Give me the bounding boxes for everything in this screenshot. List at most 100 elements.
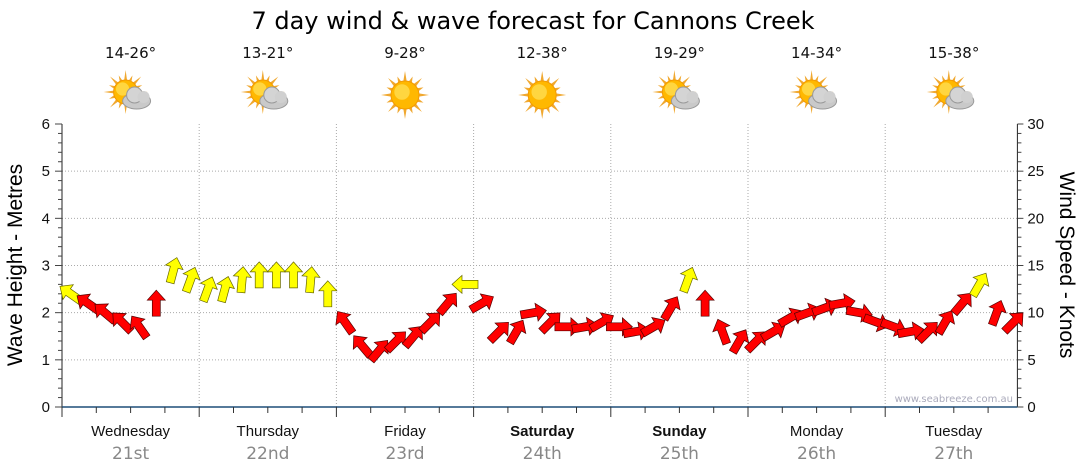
wind-arrow xyxy=(401,325,423,350)
sun-ray xyxy=(932,85,939,89)
wind-arrow xyxy=(712,318,731,346)
temperature-range: 15-38° xyxy=(928,44,979,62)
sun-highlight xyxy=(802,82,816,96)
wind-arrow xyxy=(232,266,253,294)
sun-ray xyxy=(554,87,561,92)
day-name: Wednesday xyxy=(91,423,170,440)
watermark[interactable]: www.seabreeze.com.au xyxy=(895,394,1013,405)
sun-ray xyxy=(545,76,550,83)
sun-ray xyxy=(926,90,937,94)
sun-ray xyxy=(556,93,567,97)
wind-arrow xyxy=(622,321,650,341)
day-date: 27th xyxy=(934,444,973,464)
sun-highlight xyxy=(664,82,679,96)
wind-arrow xyxy=(146,289,167,317)
right-axis-label: Wind Speed - Knots xyxy=(1055,172,1078,359)
sun-ray xyxy=(397,76,402,83)
sun-ray xyxy=(110,99,119,108)
wind-arrow xyxy=(934,310,955,336)
sun-ray xyxy=(941,75,946,82)
sun-ray xyxy=(403,108,407,119)
day-date: 26th xyxy=(797,444,836,464)
wind-arrow xyxy=(199,276,218,304)
day-wednesday: 14-26° Wednesday 21st xyxy=(91,44,170,464)
sun-ray xyxy=(789,90,800,94)
wind-arrow xyxy=(301,266,321,294)
day-name: Monday xyxy=(790,423,844,440)
sun-ray xyxy=(118,75,123,82)
sun-highlight xyxy=(939,82,953,96)
day-date: 21st xyxy=(112,444,149,464)
wind-arrow xyxy=(950,292,972,317)
wind-arrow xyxy=(896,321,925,341)
wind-arrow xyxy=(335,311,357,336)
sun-ray xyxy=(108,85,116,89)
wind-arrow xyxy=(181,266,201,294)
wind-arrow xyxy=(519,302,547,322)
sun-ray xyxy=(545,107,550,114)
day-tuesday: 15-38° Tuesday 27th xyxy=(925,44,982,464)
day-monday: 14-34° Monday 26th xyxy=(789,44,844,464)
left-axis-label: Wave Height - Metres xyxy=(4,164,27,366)
temperature-range: 13-21° xyxy=(242,44,293,62)
grid xyxy=(62,124,1018,407)
sun-ray xyxy=(103,90,114,94)
temperature-range: 12-38° xyxy=(517,44,568,62)
sun-ray xyxy=(550,78,560,87)
sun-ray xyxy=(261,70,265,81)
left-tick-label: 5 xyxy=(42,163,50,180)
sun-ray xyxy=(933,99,942,108)
day-friday: 9-28° Friday 23rd xyxy=(381,44,429,464)
sun-ray xyxy=(247,99,256,108)
sun-ray xyxy=(525,103,534,112)
sun-ray xyxy=(657,95,664,99)
sun-ray xyxy=(819,76,828,85)
wind-arrow xyxy=(506,319,527,346)
temperature-range: 9-28° xyxy=(384,44,426,62)
wind-arrow xyxy=(249,261,269,289)
cloud-puff xyxy=(137,91,150,103)
sun-ray xyxy=(118,102,123,109)
partly-cloudy-icon xyxy=(240,70,289,114)
sun-ray xyxy=(523,98,531,103)
wind-arrow xyxy=(468,293,494,314)
sun-ray xyxy=(672,70,676,81)
sun-ray xyxy=(266,75,270,82)
wind-arrow xyxy=(283,261,304,289)
right-tick-label: 0 xyxy=(1027,399,1035,416)
sun-ray xyxy=(941,102,946,109)
sun-ray xyxy=(255,75,260,82)
sun-ray xyxy=(386,98,393,103)
day-name: Friday xyxy=(384,423,426,440)
sun-ray xyxy=(518,93,529,97)
sun-ray xyxy=(128,75,133,82)
sun-highlight xyxy=(116,82,130,96)
right-tick-label: 30 xyxy=(1027,116,1044,133)
sun-ray xyxy=(388,78,397,87)
sun-ray xyxy=(270,76,279,85)
wind-arrow xyxy=(915,321,938,345)
day-date: 23rd xyxy=(385,444,424,464)
sun-ray xyxy=(667,102,672,109)
sun-ray xyxy=(652,90,663,94)
day-name: Sunday xyxy=(652,423,707,440)
partly-cloudy-icon xyxy=(926,70,975,114)
sun-ray xyxy=(550,103,560,112)
temperature-range: 14-34° xyxy=(791,44,842,62)
sun-ray xyxy=(658,99,667,108)
sun-ray xyxy=(956,76,965,85)
wind-arrows xyxy=(59,257,1024,364)
sun-ray xyxy=(796,99,805,108)
wind-arrow xyxy=(418,312,441,335)
wind-arrow xyxy=(435,292,458,317)
sun-ray xyxy=(677,75,682,82)
sun-ray xyxy=(388,103,397,112)
wind-arrow xyxy=(486,321,509,345)
day-date: 25th xyxy=(660,444,699,464)
sun-ray xyxy=(525,78,534,87)
sun-ray xyxy=(658,76,667,85)
day-thursday: 13-21° Thursday 22nd xyxy=(237,44,300,464)
sun-ray xyxy=(124,70,128,81)
sun-ray xyxy=(540,71,544,82)
